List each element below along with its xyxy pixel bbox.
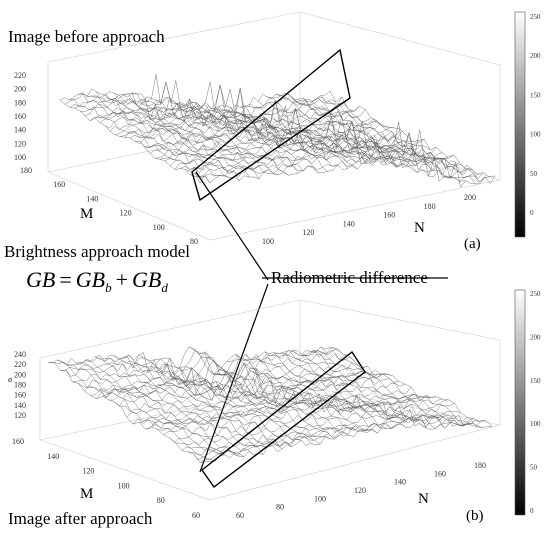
n-tick-label: 160 [383,211,395,220]
z-tick-label: 100 [14,153,26,162]
colorbar-tick-label: 50 [530,170,538,178]
callout-lines [195,171,448,473]
top-m-ticks: 180 160 140 120 100 80 [20,166,198,246]
colorbar-tick-label: 250 [530,290,541,298]
bottom-colorbar [514,289,526,516]
m-tick-label: 140 [86,194,98,203]
eq-term1: GB [76,267,105,292]
bottom-m-label: M [80,486,93,502]
bottom-panel: Image after approach (b) 240220200180160… [8,289,541,528]
z-tick-label: 180 [14,98,26,107]
equation: GB = GBb + GBd [26,267,168,295]
m-tick-label: 180 [20,166,32,175]
bottom-colorbar-ticks: 250 200 150 100 50 0 [530,290,541,515]
n-tick-label: 200 [464,193,476,202]
eq-sub1: b [105,280,112,295]
top-m-label: M [80,206,93,222]
m-tick-label: 80 [157,496,165,505]
mesh-lines [59,74,496,188]
m-tick-label: 160 [53,180,65,189]
n-tick-label: 100 [262,237,274,246]
n-tick-label: 140 [343,219,355,228]
colorbar-tick-label: 50 [530,464,538,472]
eq-term2: GB [132,267,161,292]
bottom-step-outline [201,350,366,488]
z-tick-label: 200 [14,85,26,94]
m-tick-label: 60 [192,511,200,520]
mesh-lines [47,346,493,463]
colorbar-tick-label: 200 [530,52,541,60]
n-tick-label: 60 [236,511,244,520]
z-tick-label: 200 [14,370,26,379]
m-tick-label: 100 [153,223,165,232]
colorbar-tick-label: 100 [530,131,541,139]
z-tick-label: 140 [14,401,26,410]
top-grid [47,11,501,241]
bottom-surface-mesh [47,346,493,463]
colorbar-tick-label: 100 [530,420,541,428]
m-tick-label: 160 [12,437,24,446]
z-tick-label: 220 [14,360,26,369]
top-surface-mesh [59,74,496,188]
n-tick-label: 160 [434,469,446,478]
z-tick-label: 160 [14,391,26,400]
top-step-outline [191,48,351,202]
n-tick-label: 180 [424,202,436,211]
eq-plus: + [116,267,128,292]
colorbar-tick-label: 0 [530,209,534,217]
n-tick-label: 100 [314,494,326,503]
bottom-n-label: N [418,491,429,507]
z-tick-label: 220 [14,71,26,80]
model-title: Brightness approach model [4,242,190,261]
colorbar-tick-label: 150 [530,91,541,99]
eq-equals: = [59,267,71,292]
m-tick-label: 120 [120,209,132,218]
top-colorbar [514,11,526,238]
top-panel: Image before approach (a) 220 200 180 160 14… [8,11,541,252]
colorbar-tick-label: 250 [530,13,541,21]
z-tick-label: 240 [14,350,26,359]
z-tick-label: 160 [14,112,26,121]
n-tick-label: 180 [474,461,486,470]
z-tick-label: 140 [14,126,26,135]
z-tick-label: 180 [14,381,26,390]
n-tick-label: 120 [302,228,314,237]
m-tick-label: 80 [190,237,198,246]
bottom-panel-label: (b) [466,508,484,524]
eq-lhs: GB [26,267,55,292]
top-n-label: N [414,220,425,236]
colorbar-tick-label: 150 [530,377,541,385]
m-tick-label: 100 [118,481,130,490]
bottom-title: Image after approach [8,509,153,528]
bottom-z-axis-glyph: ø [8,375,12,384]
n-tick-label: 140 [394,478,406,487]
middle-annotations: Brightness approach model GB = GBb + GBd Rad… [4,171,448,473]
bottom-m-ticks: 160 140 120 100 80 60 [12,437,200,520]
top-colorbar-ticks: 250 200 150 100 50 0 [530,13,541,217]
z-tick-label: 120 [14,139,26,148]
m-tick-label: 120 [82,467,94,476]
n-tick-label: 80 [276,503,284,512]
z-tick-label: 120 [14,411,26,420]
top-z-ticks: 220 200 180 160 140 120 100 [14,71,26,162]
m-tick-label: 140 [47,452,59,461]
bottom-n-ticks: 60 80 100 120 140 160 180 [236,461,486,520]
eq-sub2: d [161,280,168,295]
colorbar-tick-label: 0 [530,507,534,515]
n-tick-label: 120 [354,486,366,495]
top-panel-label: (a) [464,236,481,252]
colorbar-tick-label: 200 [530,333,541,341]
top-n-ticks: 100 120 140 160 180 200 [262,193,476,246]
bottom-grid [39,299,501,501]
callout-label: Radiometric difference [271,268,428,287]
top-title: Image before approach [8,27,165,46]
